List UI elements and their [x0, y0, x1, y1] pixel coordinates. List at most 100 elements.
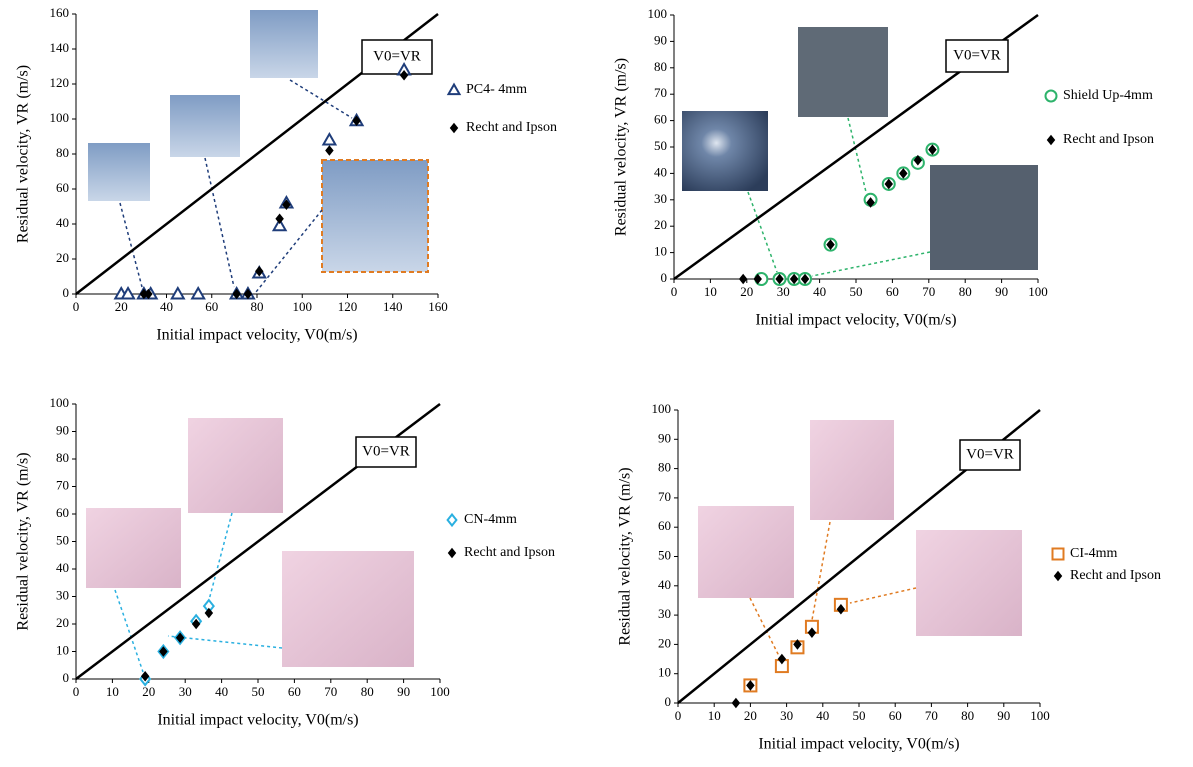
- legend-marker: [1046, 134, 1056, 146]
- arrow: [114, 589, 144, 673]
- x-tick-label: 70: [922, 284, 935, 299]
- point: [738, 273, 748, 285]
- y-tick-label: 30: [658, 606, 671, 621]
- annotation-box: [959, 439, 1021, 471]
- point: [777, 653, 787, 665]
- y-tick-label: 30: [56, 587, 69, 602]
- y-axis-title: Residual velocity, VR (m/s): [617, 467, 634, 645]
- point: [321, 131, 338, 146]
- x-tick-label: 30: [777, 284, 790, 299]
- point: [899, 168, 908, 179]
- point: [793, 639, 802, 650]
- x-tick-label: 60: [205, 299, 218, 314]
- y-tick-label: 120: [50, 75, 70, 90]
- photo: [250, 10, 318, 78]
- point: [190, 285, 206, 300]
- arrow: [747, 191, 778, 273]
- y-tick-label: 50: [654, 138, 667, 153]
- y-tick-label: 60: [658, 518, 671, 533]
- x-tick-label: 40: [816, 708, 829, 723]
- x-tick-label: 40: [215, 684, 228, 699]
- x-tick-label: 80: [361, 684, 374, 699]
- x-tick-label: 80: [961, 708, 974, 723]
- point: [352, 115, 361, 127]
- x-tick-label: 40: [160, 299, 173, 314]
- x-tick-label: 100: [430, 684, 450, 699]
- y-tick-label: 100: [50, 110, 70, 125]
- point: [159, 646, 168, 657]
- y-tick-label: 20: [56, 615, 69, 630]
- point: [232, 288, 241, 300]
- annotation-box: [945, 39, 1009, 73]
- legend-label: CN-4mm: [464, 512, 517, 527]
- legend-marker: [1044, 89, 1058, 103]
- point: [800, 273, 810, 285]
- x-tick-label: 50: [850, 284, 863, 299]
- y-tick-label: 100: [652, 401, 672, 416]
- y-tick-label: 60: [56, 180, 69, 195]
- x-axis-title: Initial impact velocity, V0(m/s): [157, 712, 358, 729]
- y-tick-label: 20: [658, 635, 671, 650]
- y-tick-label: 50: [56, 532, 69, 547]
- point: [144, 288, 153, 300]
- annotation: V0=VR: [966, 446, 1014, 462]
- legend-label: Shield Up-4mm: [1063, 88, 1153, 103]
- x-tick-label: 100: [293, 299, 313, 314]
- photo: [810, 420, 894, 520]
- x-tick-label: 10: [704, 284, 717, 299]
- arrow: [849, 587, 917, 604]
- arrow: [255, 209, 323, 293]
- point: [175, 632, 185, 644]
- y-tick-label: 40: [56, 560, 69, 575]
- x-tick-label: 20: [115, 299, 128, 314]
- arrow: [811, 251, 931, 277]
- point: [746, 680, 755, 691]
- y-axis-title: Residual velocity, VR (m/s): [613, 58, 630, 236]
- photo: [88, 143, 150, 201]
- photo: [682, 111, 768, 191]
- point: [866, 197, 875, 208]
- x-tick-label: 70: [324, 684, 337, 699]
- x-tick-label: 50: [252, 684, 265, 699]
- x-tick-label: 20: [744, 708, 757, 723]
- x-tick-label: 60: [886, 284, 899, 299]
- legend-label: Recht and Ipson: [1070, 568, 1161, 583]
- x-tick-label: 140: [383, 299, 403, 314]
- x-tick-label: 100: [1030, 708, 1050, 723]
- y-axis-title: Residual velocity, VR (m/s): [15, 452, 32, 630]
- x-tick-label: 80: [959, 284, 972, 299]
- point: [243, 288, 253, 300]
- arrows: [114, 79, 931, 673]
- y-tick-label: 80: [658, 460, 671, 475]
- y-tick-label: 90: [654, 32, 667, 47]
- x-tick-label: 70: [925, 708, 938, 723]
- y-tick-label: 20: [654, 217, 667, 232]
- point: [789, 273, 799, 285]
- x-tick-label: 50: [853, 708, 866, 723]
- y-tick-label: 140: [50, 40, 70, 55]
- x-tick-label: 20: [740, 284, 753, 299]
- x-tick-label: 0: [73, 299, 80, 314]
- point: [255, 265, 264, 277]
- y-tick-label: 40: [658, 577, 671, 592]
- y-tick-label: 70: [658, 489, 671, 504]
- x-tick-label: 90: [995, 284, 1008, 299]
- arrow: [811, 521, 831, 621]
- point: [120, 285, 136, 300]
- legend-marker: [447, 547, 457, 559]
- x-tick-label: 30: [780, 708, 793, 723]
- x-tick-label: 10: [106, 684, 119, 699]
- y-tick-label: 80: [56, 450, 69, 465]
- point: [884, 178, 894, 190]
- annotation: V0=VR: [362, 443, 410, 459]
- y-tick-label: 0: [661, 270, 668, 285]
- x-tick-label: 0: [671, 284, 678, 299]
- y-tick-label: 10: [56, 642, 69, 657]
- annotation: V0=VR: [373, 48, 421, 64]
- photo: [798, 27, 888, 117]
- x-tick-label: 160: [428, 299, 448, 314]
- photo: [930, 165, 1038, 270]
- legend-label: PC4- 4mm: [466, 82, 527, 97]
- y-tick-label: 0: [63, 670, 70, 685]
